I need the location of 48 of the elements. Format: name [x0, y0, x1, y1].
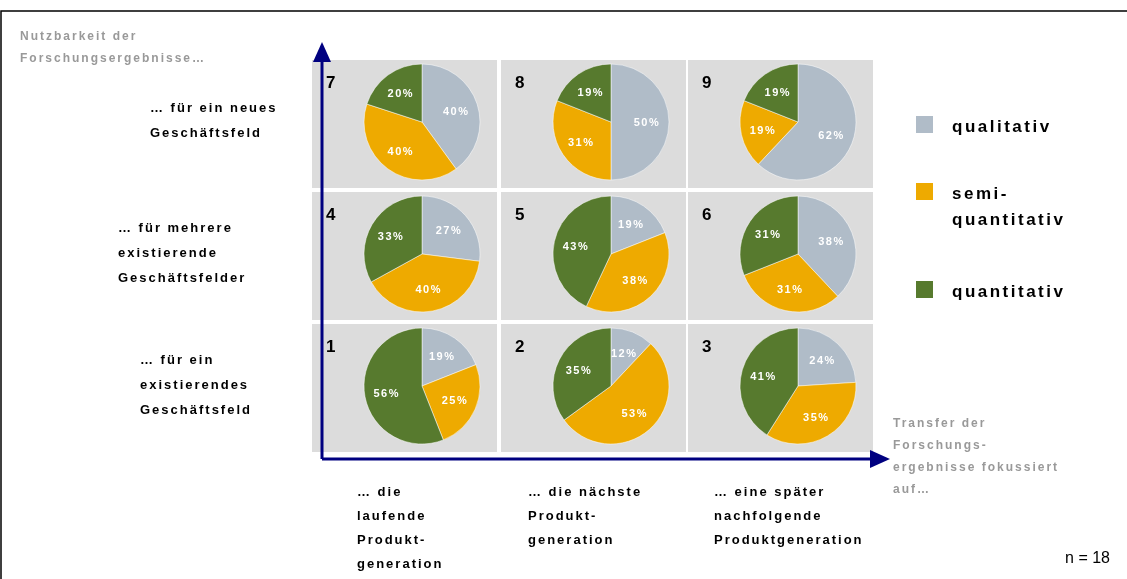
category-label: … die laufende Produkt- generation — [357, 484, 444, 571]
text: n = 18 — [1065, 549, 1111, 566]
data-label: 41% — [750, 369, 777, 382]
data-label: 31% — [754, 227, 782, 240]
data-label: 40% — [387, 145, 415, 158]
data-label: 25% — [441, 394, 469, 407]
data-label: 62% — [818, 129, 845, 142]
category-label: … die nächste Produkt- generation — [528, 484, 643, 547]
data-label: 33% — [377, 229, 405, 242]
data-label: 12% — [610, 346, 638, 359]
slice-label: 8 — [515, 73, 525, 92]
data-label: 19% — [617, 218, 645, 231]
data-label: 19% — [428, 350, 456, 363]
data-label: 19% — [577, 86, 605, 99]
data-label: 31% — [776, 283, 804, 296]
data-label: 38% — [622, 274, 649, 287]
data-label: 27% — [435, 224, 463, 237]
data-label: 40% — [415, 283, 442, 296]
data-label: 19% — [749, 123, 777, 136]
slice-label: 7 — [326, 73, 336, 92]
text: Transfer der Forschungs- ergebnisse fokussiert auf… — [893, 416, 1060, 496]
category-label: … für mehrere existierende Geschäftsfelder — [118, 220, 247, 285]
slice-label: 2 — [515, 337, 525, 356]
data-label: 31% — [567, 136, 595, 149]
data-label: 38% — [818, 234, 845, 247]
data-label: 40% — [442, 104, 470, 117]
text: Nutzbarkeit der Forschungsergebnisse… — [20, 29, 207, 65]
slice-label: 9 — [702, 73, 712, 92]
category-label: … eine später nachfolgende Produktgeneration — [714, 484, 864, 547]
data-label: 24% — [809, 353, 836, 366]
slice-label: 3 — [702, 337, 712, 356]
legend-label: semi-quantitativ — [952, 184, 1066, 229]
slice-label: 6 — [702, 205, 712, 224]
data-label: 50% — [633, 116, 661, 128]
legend-label: qualitativ — [952, 117, 1052, 136]
data-label: 19% — [764, 86, 792, 99]
slice-label: 5 — [515, 205, 525, 224]
category-label: … für ein existierendes Geschäftsfeld — [140, 352, 252, 417]
slice-label: 4 — [326, 205, 336, 224]
data-label: 43% — [562, 240, 590, 253]
data-label: 53% — [621, 406, 649, 419]
category-label: … für ein neues Geschäftsfeld — [150, 100, 278, 140]
slice-label: 1 — [326, 337, 336, 356]
data-label: 56% — [373, 386, 400, 399]
legend-label: quantitativ — [952, 282, 1066, 301]
data-label: 35% — [803, 410, 830, 423]
data-label: 20% — [387, 86, 415, 99]
data-label: 35% — [565, 363, 593, 376]
